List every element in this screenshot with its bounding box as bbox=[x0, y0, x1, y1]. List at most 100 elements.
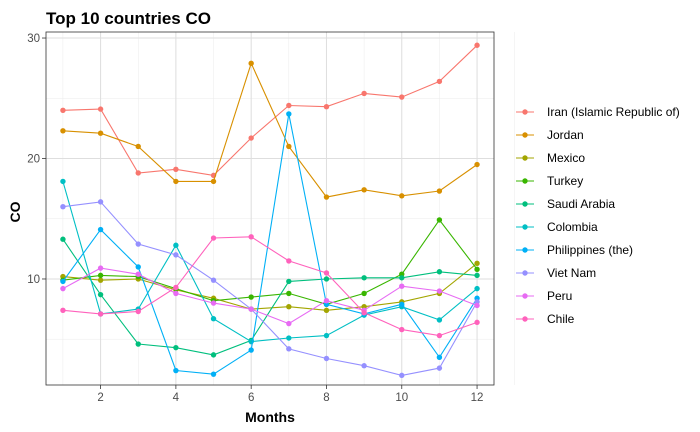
data-point bbox=[135, 271, 141, 277]
data-point bbox=[210, 371, 217, 377]
data-point bbox=[135, 308, 141, 315]
data-point bbox=[361, 187, 367, 193]
data-point bbox=[399, 301, 405, 307]
data-point bbox=[323, 297, 330, 304]
legend-key-point bbox=[522, 109, 528, 115]
data-point bbox=[97, 226, 104, 233]
data-point bbox=[60, 178, 66, 185]
data-point bbox=[436, 188, 443, 194]
legend-label: Viet Nam bbox=[547, 266, 596, 280]
data-point bbox=[474, 272, 480, 279]
data-point bbox=[286, 335, 292, 341]
data-point bbox=[436, 269, 443, 275]
data-point bbox=[60, 307, 66, 314]
x-tick-label: 2 bbox=[97, 392, 103, 404]
x-tick-label: 12 bbox=[471, 392, 484, 404]
data-point bbox=[248, 306, 254, 312]
data-point bbox=[210, 178, 217, 185]
x-tick-label: 4 bbox=[173, 392, 180, 404]
data-point bbox=[286, 320, 292, 327]
data-point bbox=[97, 277, 104, 283]
data-point bbox=[436, 217, 443, 223]
legend-item: Colombia bbox=[516, 220, 598, 234]
legend-label: Colombia bbox=[547, 220, 598, 234]
data-point bbox=[173, 284, 179, 291]
data-point bbox=[210, 316, 217, 322]
data-point bbox=[97, 272, 104, 279]
data-point bbox=[286, 346, 292, 352]
chart-title: Top 10 countries CO bbox=[46, 9, 211, 28]
legend-item: Saudi Arabia bbox=[516, 197, 615, 211]
x-tick-label: 8 bbox=[323, 392, 329, 404]
data-point bbox=[60, 285, 66, 292]
data-point bbox=[60, 203, 66, 210]
data-point bbox=[436, 78, 443, 85]
legend-key-point bbox=[522, 132, 528, 138]
data-point bbox=[361, 310, 367, 316]
data-point bbox=[135, 170, 141, 176]
data-point bbox=[248, 135, 254, 141]
legend-key-point bbox=[522, 178, 528, 184]
data-point bbox=[210, 235, 217, 241]
data-point bbox=[135, 264, 141, 270]
data-point bbox=[135, 241, 141, 247]
data-point bbox=[323, 307, 330, 314]
data-point bbox=[323, 194, 330, 200]
legend-item: Peru bbox=[516, 289, 572, 303]
data-point bbox=[97, 265, 104, 271]
data-point bbox=[60, 236, 66, 242]
legend-key-point bbox=[522, 293, 528, 299]
data-point bbox=[60, 128, 66, 134]
data-point bbox=[173, 178, 179, 185]
data-point bbox=[60, 107, 66, 114]
axis-ticks: 2 4 6 8 10 12 10 20 30 bbox=[27, 33, 483, 404]
data-point bbox=[97, 311, 104, 317]
legend-item: Philippines (the) bbox=[516, 243, 633, 257]
legend-label: Mexico bbox=[547, 151, 585, 165]
legend-item: Jordan bbox=[516, 128, 584, 142]
legend-label: Iran (Islamic Republic of) bbox=[547, 105, 680, 119]
legend-item: Turkey bbox=[516, 174, 583, 188]
series-jordan bbox=[60, 60, 480, 200]
series-line bbox=[62, 238, 478, 356]
y-tick-label: 10 bbox=[27, 274, 40, 286]
x-axis-label: Months bbox=[245, 409, 295, 425]
data-point bbox=[248, 294, 254, 300]
data-point bbox=[361, 290, 367, 297]
grid bbox=[46, 32, 515, 385]
data-point bbox=[173, 252, 179, 258]
data-point bbox=[210, 352, 217, 358]
legend-key-point bbox=[522, 247, 528, 253]
data-point bbox=[361, 90, 367, 97]
data-point bbox=[97, 199, 104, 205]
x-tick-label: 6 bbox=[248, 392, 254, 404]
data-point bbox=[474, 319, 480, 326]
data-point bbox=[361, 275, 367, 281]
y-axis-label: CO bbox=[7, 201, 23, 222]
data-point bbox=[97, 130, 104, 136]
data-point bbox=[474, 42, 480, 48]
series-line bbox=[62, 181, 478, 343]
data-point bbox=[399, 94, 405, 100]
data-point bbox=[361, 363, 367, 369]
data-point bbox=[248, 60, 254, 67]
series-line bbox=[62, 61, 478, 198]
data-point bbox=[474, 161, 480, 168]
data-point bbox=[173, 166, 179, 173]
series-line bbox=[62, 113, 478, 375]
data-point bbox=[399, 193, 405, 199]
data-point bbox=[436, 317, 443, 323]
data-point bbox=[97, 106, 104, 112]
series-line bbox=[62, 267, 478, 325]
data-point bbox=[323, 103, 330, 110]
data-point bbox=[399, 283, 405, 289]
y-tick-label: 30 bbox=[27, 33, 40, 45]
data-point bbox=[399, 326, 405, 333]
legend-key-point bbox=[522, 155, 528, 161]
data-point bbox=[436, 354, 443, 360]
data-point bbox=[286, 303, 292, 310]
data-point bbox=[248, 347, 254, 353]
data-point bbox=[399, 372, 405, 379]
